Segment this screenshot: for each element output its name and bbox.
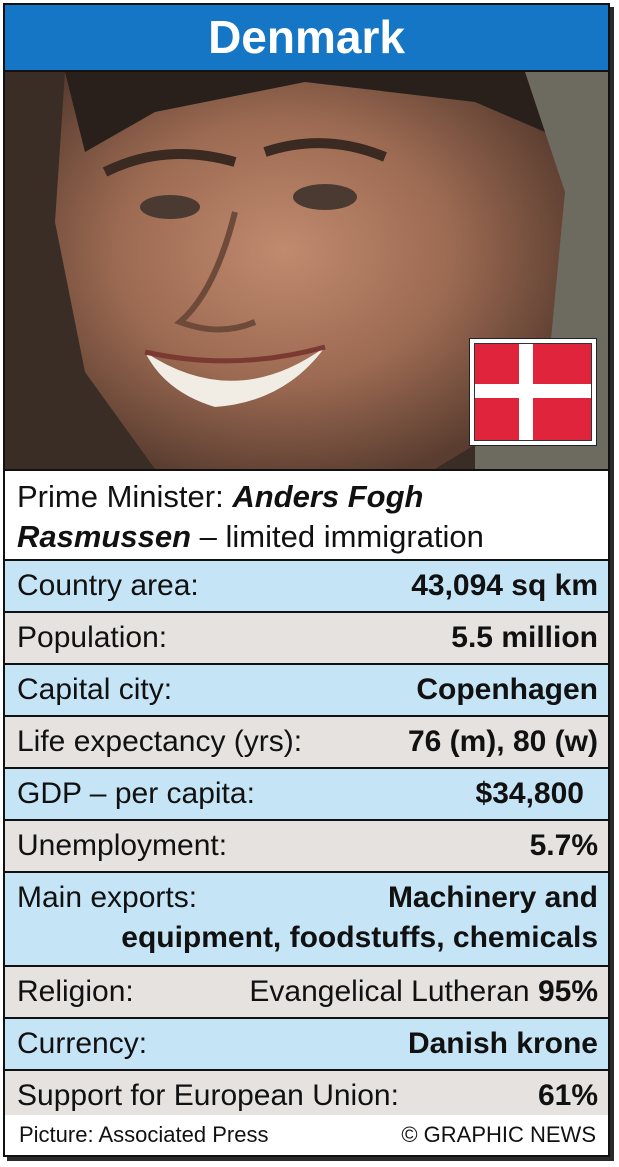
fact-value: 5.5 million [451, 621, 598, 654]
portrait-photo [5, 72, 608, 471]
prime-minister-label: Prime Minister: [17, 479, 224, 514]
fact-value: 43,094 sq km [411, 569, 598, 602]
prime-minister-section: Prime Minister: Anders Fogh Rasmussen – … [5, 471, 608, 561]
fact-value: 5.7% [529, 829, 598, 862]
fact-row-capital-city: Capital city: Copenhagen [5, 665, 608, 717]
religion-name: Evangelical Lutheran [249, 975, 530, 1008]
fact-label: Main exports: [17, 881, 198, 914]
prime-minister-line1: Prime Minister: Anders Fogh [17, 477, 596, 517]
fact-row-main-exports: Main exports: Machinery and equipment, f… [5, 873, 608, 967]
facts-table: Country area: 43,094 sq km Population: 5… [5, 561, 608, 1123]
fact-label: Unemployment: [17, 829, 228, 862]
denmark-flag-icon [469, 338, 597, 446]
fact-row-gdp-per-capita: GDP – per capita: $34,800 [5, 769, 608, 821]
fact-row-life-expectancy: Life expectancy (yrs): 76 (m), 80 (w) [5, 717, 608, 769]
prime-minister-line2: Rasmussen – limited immigration [17, 517, 596, 557]
fact-value: 61% [537, 1079, 598, 1112]
footer: Picture: Associated Press © GRAPHIC NEWS [5, 1115, 608, 1155]
religion-percent: 95% [537, 975, 598, 1008]
fact-label: Life expectancy (yrs): [17, 725, 303, 758]
fact-value-line1: Machinery and [387, 881, 598, 914]
prime-minister-name-part2: Rasmussen [17, 519, 192, 554]
fact-row-eu-support: Support for European Union: 61% [5, 1071, 608, 1123]
photo-credit: Picture: Associated Press [19, 1122, 269, 1147]
prime-minister-note: – limited immigration [199, 519, 484, 554]
fact-label: Population: [17, 621, 168, 654]
fact-value: Evangelical Lutheran 95% [249, 967, 598, 1017]
fact-row-unemployment: Unemployment: 5.7% [5, 821, 608, 873]
fact-label: Currency: [17, 1027, 148, 1060]
fact-value-line2: equipment, foodstuffs, chemicals [121, 921, 598, 954]
fact-label: Capital city: [17, 673, 173, 706]
fact-label: Country area: [17, 569, 199, 602]
copyright: © GRAPHIC NEWS [401, 1122, 596, 1147]
fact-card: Denmark [3, 3, 610, 1157]
page-title: Denmark [5, 5, 608, 72]
fact-value: $34,800 [475, 777, 584, 810]
fact-value: Danish krone [407, 1027, 598, 1060]
fact-label: Support for European Union: [17, 1079, 399, 1112]
fact-row-currency: Currency: Danish krone [5, 1019, 608, 1071]
fact-label: Religion: [17, 975, 134, 1008]
fact-value: Copenhagen [416, 673, 598, 706]
fact-row-religion: Religion: Evangelical Lutheran 95% [5, 967, 608, 1019]
prime-minister-name-part1: Anders Fogh [232, 479, 424, 514]
portrait-illustration [5, 72, 608, 469]
fact-value: 76 (m), 80 (w) [407, 725, 598, 758]
fact-label: GDP – per capita: [17, 777, 255, 810]
fact-row-population: Population: 5.5 million [5, 613, 608, 665]
fact-row-country-area: Country area: 43,094 sq km [5, 561, 608, 613]
